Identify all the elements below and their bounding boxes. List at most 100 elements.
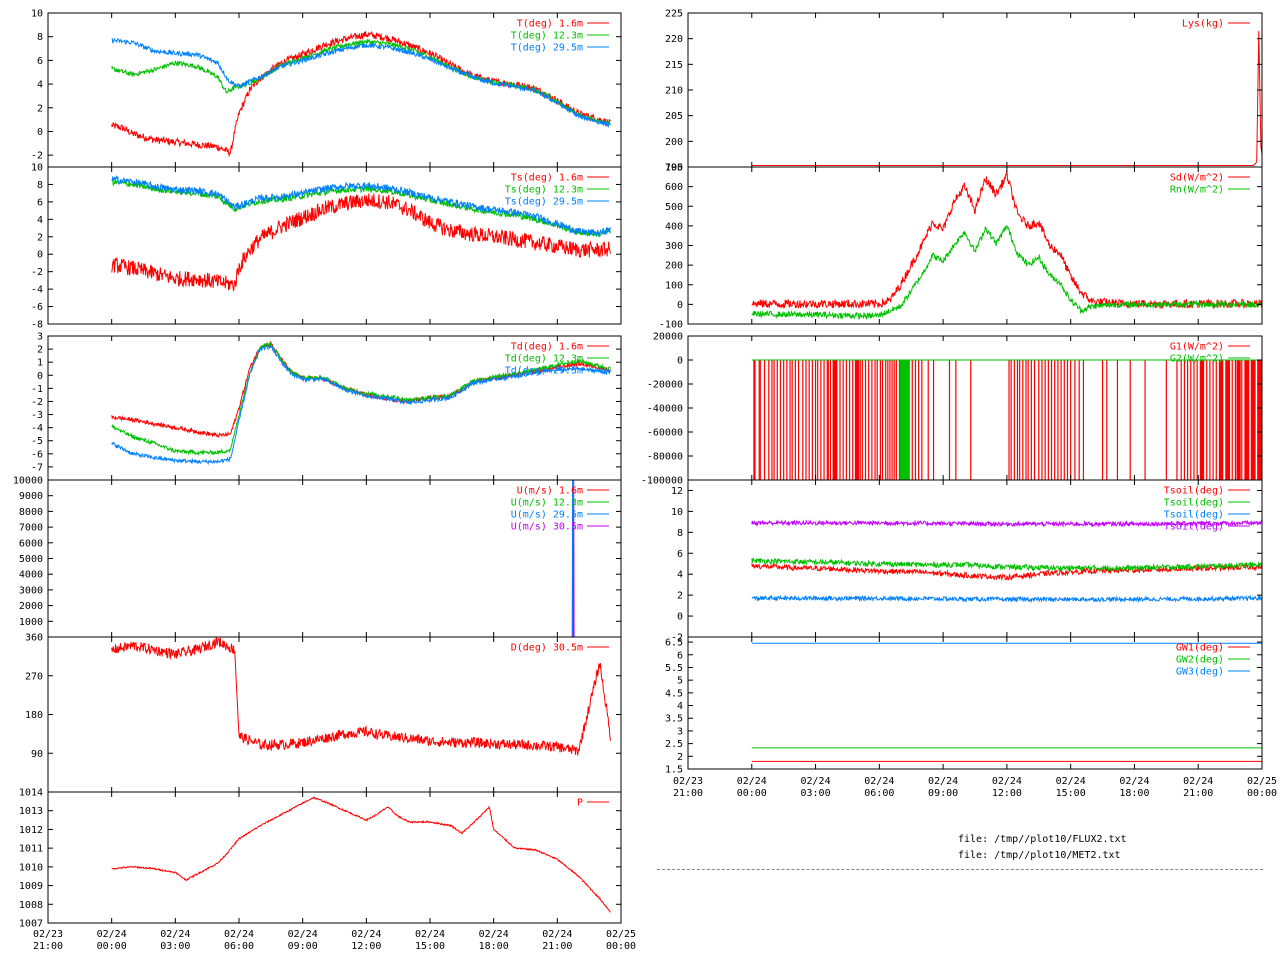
panel-l4: 1000 2000 3000 4000 5000 6000 7000 8000 9000 1000… xyxy=(13,476,622,638)
plot-area xyxy=(751,642,1262,762)
legend-label: Sd(W/m^2) xyxy=(1170,173,1224,184)
y-tick-label: 4 xyxy=(677,570,683,581)
panel-l6: 1007 1008 1009 1010 1011 1012 1013 1014 P xyxy=(19,788,622,930)
y-tick-label: 500 xyxy=(665,202,683,213)
y-tick-label: 6000 xyxy=(19,538,43,549)
y-tick-label: 300 xyxy=(665,241,683,252)
series-line-2 xyxy=(751,224,1262,320)
y-tick-label: 0 xyxy=(37,127,43,138)
y-tick-label: 2 xyxy=(37,103,43,114)
plot-area xyxy=(751,30,1262,166)
x-tick-label-time: 21:00 xyxy=(33,941,63,952)
y-tick-label: 3000 xyxy=(19,585,43,596)
y-tick-label: 8 xyxy=(37,32,43,43)
series-line-3 xyxy=(111,37,611,128)
spike-block xyxy=(832,360,837,480)
x-tick-label-date: 02/24 xyxy=(992,776,1022,787)
y-tick-label: 600 xyxy=(665,182,683,193)
y-tick-label: 8 xyxy=(677,528,683,539)
x-tick-label-time: 15:00 xyxy=(415,941,445,952)
x-tick-label-time: 12:00 xyxy=(992,788,1022,799)
spike-block xyxy=(1257,360,1262,480)
plot-area xyxy=(751,359,1262,480)
series-line-4 xyxy=(751,519,1262,528)
spike-block xyxy=(1200,360,1204,480)
y-tick-label: 5.5 xyxy=(665,663,683,674)
y-tick-label: 0 xyxy=(37,371,43,382)
x-tick-label-date: 02/24 xyxy=(542,929,572,940)
spike-block xyxy=(1251,360,1256,480)
series-2 xyxy=(899,360,910,480)
y-tick-label: 180 xyxy=(25,710,43,721)
y-tick-label: 1008 xyxy=(19,900,43,911)
legend-label: Td(deg) 1.6m xyxy=(511,342,583,353)
y-tick-label: 2 xyxy=(37,232,43,243)
series-line-1 xyxy=(111,193,611,292)
x-tick-label-time: 09:00 xyxy=(928,788,958,799)
y-tick-label: 2 xyxy=(37,345,43,356)
x-tick-label-date: 02/24 xyxy=(479,929,509,940)
spike-block xyxy=(1219,360,1223,480)
y-tick-label: 225 xyxy=(665,9,683,20)
y-tick-label: 2000 xyxy=(19,601,43,612)
spike-block xyxy=(899,360,910,480)
series-line-1 xyxy=(111,796,611,913)
y-tick-label: 8 xyxy=(37,180,43,191)
y-tick-label: 0 xyxy=(37,250,43,261)
y-tick-label: 200 xyxy=(665,261,683,272)
y-tick-label: 3 xyxy=(677,726,683,737)
file-label-met: file: /tmp//plot10/MET2.txt xyxy=(958,850,1121,861)
y-tick-label: 1013 xyxy=(19,806,43,817)
y-tick-label: 1012 xyxy=(19,825,43,836)
legend-label: Ts(deg) 12.3m xyxy=(505,185,583,196)
x-tick-label-date: 02/24 xyxy=(1183,776,1213,787)
panel-r3: -100000 -80000 -60000 -40000 -20000 0 20000 G1(… xyxy=(641,332,1263,487)
y-tick-label: 215 xyxy=(665,60,683,71)
series-line-2 xyxy=(111,38,611,126)
y-tick-label: 10000 xyxy=(13,476,43,487)
plot-area xyxy=(751,519,1262,604)
panel-l5: 90 180 270 360 D(deg) 30.5m xyxy=(25,633,622,793)
x-tick-label-date: 02/24 xyxy=(415,929,445,940)
plot-area xyxy=(111,30,611,158)
y-tick-label: 4000 xyxy=(19,570,43,581)
legend-label: U(m/s) 1.6m xyxy=(517,486,583,497)
x-tick-label-date: 02/25 xyxy=(606,929,636,940)
x-tick-label-date: 02/23 xyxy=(33,929,63,940)
y-tick-label: 1000 xyxy=(19,617,43,628)
y-tick-label: -1 xyxy=(31,384,43,395)
y-tick-label: 8000 xyxy=(19,507,43,518)
series-line-1 xyxy=(751,562,1262,582)
legend-label: U(m/s) 12.3m xyxy=(511,498,583,509)
legend-label: Ts(deg) 1.6m xyxy=(511,173,583,184)
y-tick-label: 5 xyxy=(677,676,683,687)
x-tick-label-date: 02/25 xyxy=(1247,776,1277,787)
y-tick-label: 6 xyxy=(37,197,43,208)
y-tick-label: 90 xyxy=(31,749,43,760)
y-tick-label: 2 xyxy=(677,591,683,602)
x-tick-label-time: 09:00 xyxy=(288,941,318,952)
y-tick-label: 4 xyxy=(37,215,43,226)
legend-label: Td(deg) 12.3m xyxy=(505,354,583,365)
y-tick-label: 1011 xyxy=(19,844,43,855)
y-tick-label: 1 xyxy=(37,358,43,369)
legend-label: Lys(kg) xyxy=(1182,19,1224,30)
legend-label: Rn(W/m^2) xyxy=(1170,185,1224,196)
legend-label: GW1(deg) xyxy=(1176,643,1224,654)
y-tick-label: 10 xyxy=(31,9,43,20)
panel-r1: 195 200 205 210 215 220 225 Lys(kg) xyxy=(665,9,1263,174)
dashed-separator xyxy=(657,869,1263,870)
y-tick-label: 0 xyxy=(677,356,683,367)
y-tick-label: 10 xyxy=(671,507,683,518)
y-tick-label: 195 xyxy=(665,163,683,174)
y-tick-label: 4.5 xyxy=(665,688,683,699)
x-tick-label-date: 02/24 xyxy=(737,776,767,787)
spike-block xyxy=(1236,360,1241,480)
y-tick-label: -4 xyxy=(31,423,43,434)
y-tick-label: 12 xyxy=(671,486,683,497)
y-tick-label: 400 xyxy=(665,221,683,232)
series-1 xyxy=(753,360,1262,480)
x-tick-label-time: 00:00 xyxy=(97,941,127,952)
y-tick-label: 3.5 xyxy=(665,714,683,725)
